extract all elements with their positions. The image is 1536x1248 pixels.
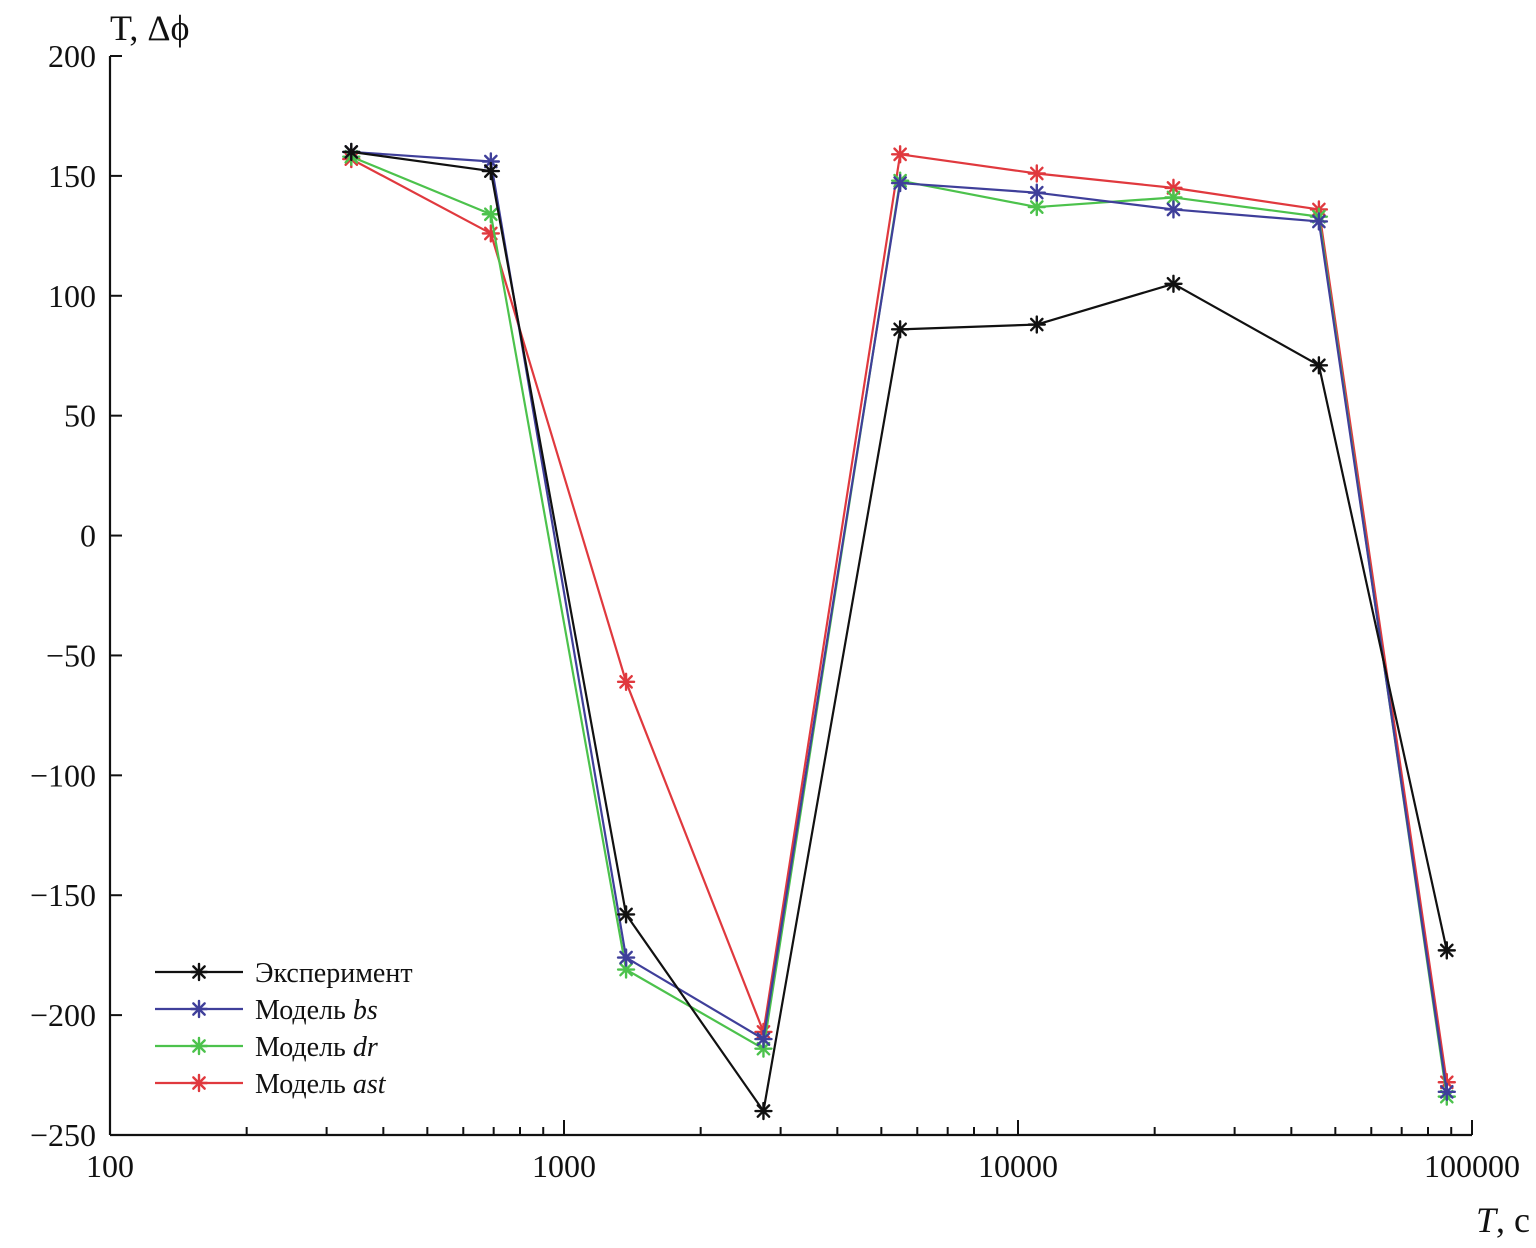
data-point [890,320,910,339]
series-line [351,150,1448,1113]
data-point [616,905,636,924]
legend-swatch-marker [189,962,209,982]
series-1 [342,142,1456,1121]
data-point [1027,164,1046,183]
data-point [481,224,501,243]
y-tick-label: −200 [30,997,96,1033]
y-tick-label: 0 [80,518,96,554]
x-tick-label: 10000 [978,1148,1058,1184]
y-tick-label: 100 [48,278,96,314]
y-tick-label: −150 [30,877,96,913]
legend-label-prefix: Эксперимент [255,958,413,989]
data-point [1309,356,1329,375]
series-2 [342,142,1456,1102]
legend-label: Модель ast [255,1069,387,1100]
legend-item: Модель dr [155,1032,378,1063]
x-tick-label: 100 [86,1148,134,1184]
data-point [616,948,636,967]
y-tick-label: 200 [48,38,96,74]
legend-item: Модель ast [155,1069,387,1100]
data-point [342,142,361,162]
axes [108,56,1472,1137]
x-tick-label: 100000 [1424,1148,1520,1184]
data-point [616,672,636,692]
y-tick-label: −50 [46,637,96,673]
data-point [481,161,501,181]
legend-label-suffix: dr [353,1032,378,1063]
data-point [1027,183,1046,202]
legend-label-prefix: Модель [255,1069,353,1100]
series-4 [342,145,1456,1092]
data-point [754,1101,773,1121]
x-ticks: 100 1000 10000 100000 [86,1120,1520,1184]
legend-label: Модель bs [255,995,378,1026]
y-tick-label: −100 [30,757,96,793]
x-tick-label: 1000 [532,1148,596,1184]
legend-label-prefix: Модель [255,1032,353,1063]
series-3 [342,147,1456,1106]
data-point [754,1029,773,1049]
legend-item: Эксперимент [155,958,413,989]
x-axis-label-var: T [1476,1200,1499,1240]
y-tick-label: 150 [48,158,96,194]
data-point [1027,315,1046,334]
legend-label-suffix: bs [353,995,378,1026]
data-point [890,145,910,164]
x-axis-label: T, с [1476,1200,1530,1240]
legend-item: Модель bs [155,995,378,1026]
data-point [1309,212,1329,231]
data-point [1437,941,1456,960]
series-line [350,153,1448,1083]
legend-label: Эксперимент [255,958,413,989]
data-point [481,205,501,224]
y-ticks: 200 150 100 50 0 −50 −100 −150 −200 −250 [30,38,122,1153]
y-axis-label: T, Δϕ [110,8,189,48]
series-layer [342,142,1456,1121]
legend-label: Модель dr [255,1032,378,1063]
x-axis-label-unit: , с [1496,1200,1530,1240]
legend-label-prefix: Модель [255,995,353,1026]
data-point [1164,274,1183,293]
legend-swatch-marker [189,999,209,1019]
data-point [890,173,910,193]
data-point [1437,1082,1456,1102]
legend-label-suffix: ast [353,1069,387,1100]
y-tick-label: −250 [30,1117,96,1153]
data-point [1164,200,1183,219]
series-line [351,150,1448,1092]
y-tick-label: 50 [64,398,96,434]
legend-swatch-marker [189,1073,209,1093]
series-line [350,155,1448,1097]
legend-swatch-marker [189,1036,209,1056]
